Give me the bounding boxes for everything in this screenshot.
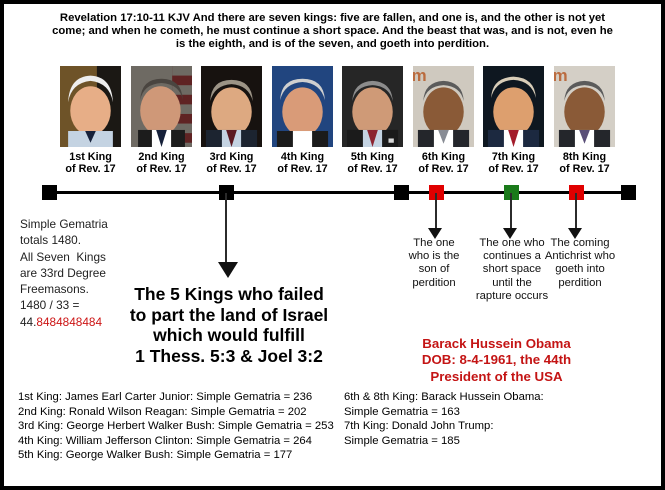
svg-text:m: m	[554, 66, 568, 85]
svg-text:m: m	[413, 66, 427, 85]
